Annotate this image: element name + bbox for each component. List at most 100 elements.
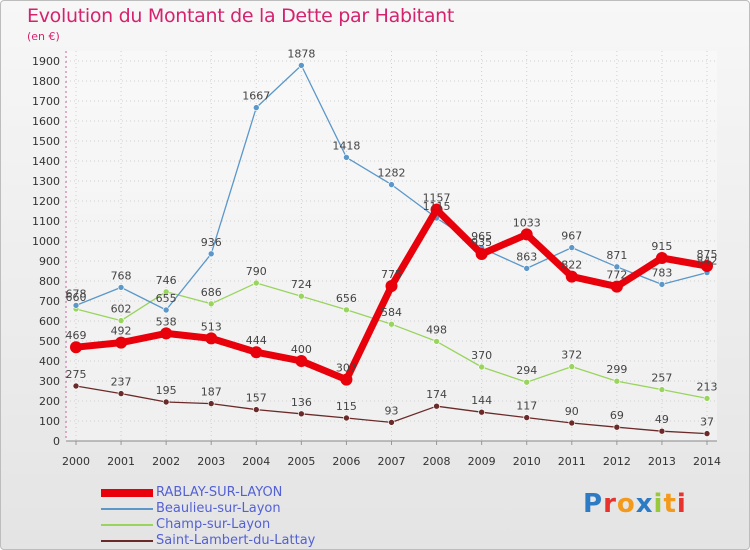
data-point <box>701 260 713 272</box>
data-point <box>658 427 666 435</box>
x-tick-label: 2003 <box>197 455 225 468</box>
data-label: 875 <box>697 248 718 261</box>
y-tick-label: 1500 <box>32 135 60 148</box>
data-point <box>475 248 488 260</box>
legend-label: Beaulieu-sur-Layon <box>156 501 281 516</box>
x-tick-label: 2011 <box>558 455 586 468</box>
x-tick-label: 2009 <box>468 455 496 468</box>
data-label: 775 <box>381 268 402 281</box>
y-tick-label: 1400 <box>32 155 60 168</box>
data-point <box>433 338 440 345</box>
data-point <box>523 414 531 421</box>
data-label: 187 <box>201 386 222 399</box>
y-tick-label: 100 <box>39 415 60 428</box>
x-tick-label: 2012 <box>603 455 631 468</box>
data-point <box>613 263 621 271</box>
data-label: 655 <box>156 292 177 305</box>
data-point <box>568 363 576 370</box>
y-tick-label: 1800 <box>32 75 60 88</box>
x-tick-label: 2007 <box>378 455 406 468</box>
data-label: 257 <box>651 372 672 385</box>
data-label: 768 <box>111 269 132 282</box>
data-label: 772 <box>606 269 627 282</box>
data-label: 678 <box>66 287 87 300</box>
data-point <box>523 265 531 272</box>
data-point <box>478 408 485 416</box>
data-point <box>70 341 82 354</box>
data-point <box>433 402 440 410</box>
y-tick-label: 0 <box>53 435 60 448</box>
data-point <box>205 332 218 345</box>
legend-item: Saint-Lambert-du-Lattay <box>101 533 315 549</box>
y-axis-unit: (en €) <box>27 30 60 43</box>
data-label: 307 <box>336 362 357 375</box>
legend-swatch <box>101 540 153 542</box>
data-label: 842 <box>697 255 718 268</box>
data-point <box>703 395 711 402</box>
y-tick-label: 300 <box>39 375 60 388</box>
data-label: 1115 <box>423 200 451 213</box>
x-tick-label: 2001 <box>107 455 135 468</box>
data-label: 49 <box>655 413 669 426</box>
data-label: 370 <box>471 349 492 362</box>
data-point <box>252 279 260 287</box>
data-point <box>658 386 666 393</box>
data-point <box>655 252 668 264</box>
legend-item: RABLAY-SUR-LAYON <box>101 485 315 501</box>
legend-item: Champ-sur-Layon <box>101 517 315 533</box>
data-point <box>298 292 305 300</box>
data-point <box>207 250 215 258</box>
x-tick-label: 2002 <box>152 455 180 468</box>
data-label: 746 <box>156 274 177 287</box>
data-point <box>613 423 621 431</box>
data-point <box>250 346 263 359</box>
data-label: 967 <box>561 230 582 243</box>
data-label: 790 <box>246 265 267 278</box>
y-tick-label: 1300 <box>32 175 60 188</box>
data-point <box>343 414 350 422</box>
data-label: 936 <box>201 236 222 249</box>
data-label: 584 <box>381 306 402 319</box>
data-point <box>252 104 260 111</box>
data-label: 37 <box>700 416 714 429</box>
data-point <box>298 410 305 418</box>
data-point <box>478 363 485 371</box>
y-tick-label: 800 <box>39 275 60 288</box>
data-point <box>207 300 215 308</box>
data-point <box>252 406 260 413</box>
data-label: 469 <box>66 329 87 342</box>
data-label: 538 <box>156 315 177 328</box>
data-point <box>523 378 531 386</box>
y-tick-label: 900 <box>39 255 60 268</box>
data-label: 400 <box>291 343 312 356</box>
data-point <box>430 203 443 216</box>
data-label: 492 <box>111 325 132 338</box>
data-point <box>162 398 170 406</box>
data-point <box>568 244 576 251</box>
data-label: 602 <box>111 303 132 316</box>
data-label: 660 <box>66 291 87 304</box>
data-label: 1418 <box>332 139 360 152</box>
data-point <box>520 228 533 241</box>
data-point <box>610 280 623 293</box>
data-point <box>658 281 666 288</box>
data-label: 157 <box>246 392 267 405</box>
data-point <box>388 419 395 426</box>
data-label: 294 <box>516 364 537 377</box>
data-label: 237 <box>111 376 132 389</box>
data-label: 965 <box>471 230 492 243</box>
data-label: 498 <box>426 323 447 336</box>
data-label: 871 <box>606 249 627 262</box>
x-tick-label: 2014 <box>693 455 721 468</box>
data-point <box>565 270 578 283</box>
data-point <box>160 327 173 340</box>
data-label: 724 <box>291 278 312 291</box>
data-label: 213 <box>697 380 718 393</box>
y-tick-label: 1900 <box>32 55 60 68</box>
data-point <box>72 382 80 390</box>
data-label: 1282 <box>378 167 406 180</box>
data-point <box>703 430 711 437</box>
data-label: 1667 <box>242 90 270 103</box>
y-tick-label: 700 <box>39 295 60 308</box>
